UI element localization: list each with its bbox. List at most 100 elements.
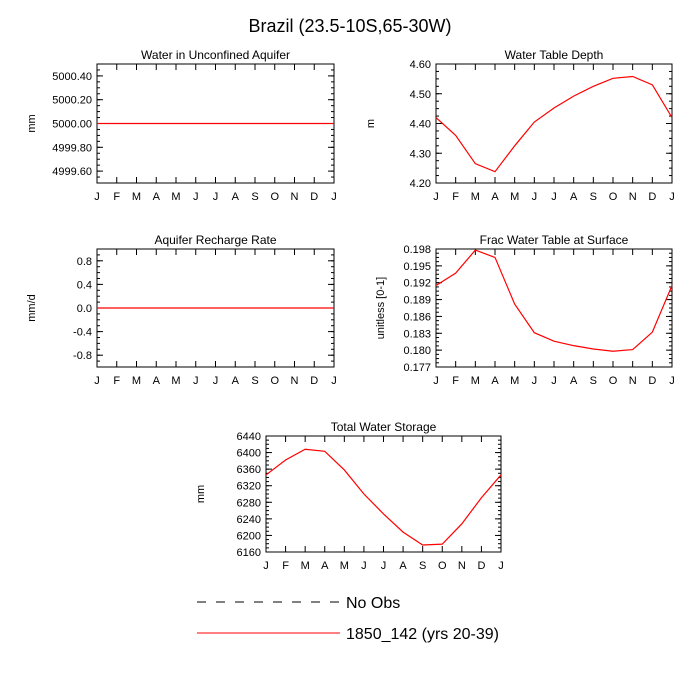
y-tick-label: 5000.40: [52, 71, 92, 83]
x-tick-label: S: [590, 191, 597, 203]
x-tick-label: A: [232, 375, 240, 387]
x-tick-label: J: [94, 191, 100, 203]
y-tick-label: 0.8: [77, 256, 92, 268]
x-tick-label: J: [381, 560, 387, 572]
x-tick-label: M: [471, 375, 480, 387]
y-axis-label: unitless [0-1]: [375, 277, 387, 339]
x-tick-label: J: [263, 560, 269, 572]
series-line: [435, 75, 673, 173]
y-tick-label: 6280: [237, 497, 261, 509]
y-tick-label: 0.177: [403, 362, 431, 374]
y-tick-label: 4.40: [410, 119, 431, 131]
y-axis-label: mm: [26, 114, 38, 132]
y-axis-label: mm/d: [26, 294, 38, 322]
plot-frame: [435, 63, 673, 184]
x-tick-label: O: [609, 375, 618, 387]
x-tick-label: N: [291, 191, 299, 203]
x-tick-label: J: [669, 191, 675, 203]
y-tick-label: 0.189: [403, 295, 431, 307]
y-tick-label: 4.50: [410, 89, 431, 101]
y-tick-label: 4.30: [410, 148, 431, 160]
x-tick-label: S: [590, 375, 597, 387]
y-tick-label: 6240: [237, 514, 261, 526]
x-tick-label: O: [609, 191, 618, 203]
x-tick-label: M: [301, 560, 310, 572]
x-tick-label: J: [498, 560, 504, 572]
x-tick-label: J: [94, 375, 100, 387]
x-tick-label: M: [171, 375, 180, 387]
x-tick-label: F: [282, 560, 289, 572]
x-tick-label: D: [477, 560, 485, 572]
legend-label-no-obs: No Obs: [346, 595, 400, 612]
plot-frame: [435, 248, 673, 368]
y-tick-label: 0.180: [403, 345, 431, 357]
x-tick-label: N: [458, 560, 466, 572]
x-tick-label: M: [132, 191, 141, 203]
x-tick-label: M: [171, 191, 180, 203]
x-tick-label: A: [232, 191, 240, 203]
x-tick-label: N: [291, 375, 299, 387]
x-tick-label: M: [510, 191, 519, 203]
x-tick-label: J: [532, 191, 538, 203]
x-tick-label: M: [340, 560, 349, 572]
y-tick-label: 5000.00: [52, 119, 92, 131]
x-tick-label: D: [648, 191, 656, 203]
x-tick-label: O: [270, 191, 279, 203]
series-line: [435, 249, 673, 352]
x-tick-label: J: [213, 191, 219, 203]
y-axis-label: mm: [195, 485, 207, 503]
y-tick-label: 0.198: [403, 244, 431, 256]
x-tick-label: J: [331, 375, 337, 387]
x-tick-label: S: [251, 375, 258, 387]
y-axis-label: m: [365, 119, 377, 128]
x-tick-label: F: [452, 191, 459, 203]
x-tick-label: F: [113, 375, 120, 387]
legend: No Obs 1850_142 (yrs 20-39): [197, 595, 499, 643]
x-tick-label: J: [669, 375, 675, 387]
x-tick-label: S: [251, 191, 258, 203]
x-tick-label: J: [331, 191, 337, 203]
panel-title: Total Water Storage: [331, 420, 437, 434]
x-tick-label: J: [193, 375, 199, 387]
x-tick-label: A: [491, 191, 499, 203]
y-tick-label: 6360: [237, 464, 261, 476]
x-tick-label: M: [471, 191, 480, 203]
x-tick-label: N: [629, 375, 637, 387]
x-tick-label: J: [532, 375, 538, 387]
y-tick-label: 4.60: [410, 59, 431, 71]
y-tick-label: 4999.60: [52, 166, 92, 178]
x-tick-label: J: [551, 375, 557, 387]
figure-title: Brazil (23.5-10S,65-30W): [248, 16, 451, 36]
x-tick-label: D: [648, 375, 656, 387]
y-tick-label: 6200: [237, 530, 261, 542]
y-tick-label: 6440: [237, 431, 261, 443]
y-tick-label: 0.183: [403, 328, 431, 340]
y-tick-label: 0.4: [77, 279, 92, 291]
y-tick-label: -0.4: [73, 327, 92, 339]
x-tick-label: J: [433, 375, 439, 387]
y-tick-label: 4999.80: [52, 142, 92, 154]
x-tick-label: J: [213, 375, 219, 387]
y-tick-label: 6320: [237, 481, 261, 493]
x-tick-label: O: [438, 560, 447, 572]
x-tick-label: A: [321, 560, 329, 572]
y-tick-label: 0.0: [77, 303, 92, 315]
x-tick-label: J: [193, 191, 199, 203]
x-tick-label: A: [570, 191, 578, 203]
x-tick-label: A: [153, 191, 161, 203]
y-tick-label: 6160: [237, 547, 261, 559]
x-tick-label: D: [310, 375, 318, 387]
x-tick-label: N: [629, 191, 637, 203]
panel-title: Frac Water Table at Surface: [480, 233, 629, 247]
x-tick-label: A: [153, 375, 161, 387]
x-tick-label: J: [361, 560, 367, 572]
y-tick-label: 0.186: [403, 311, 431, 323]
x-tick-label: S: [419, 560, 426, 572]
y-tick-label: 4.20: [410, 178, 431, 190]
plot-frame: [265, 435, 502, 553]
